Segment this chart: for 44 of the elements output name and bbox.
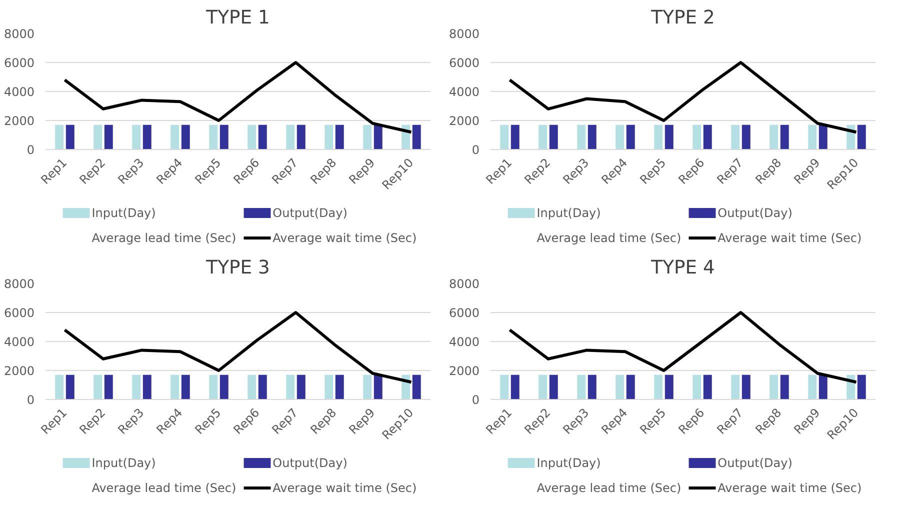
legend-label: Output(Day): [718, 456, 792, 470]
y-tick-label: 2000: [448, 114, 480, 128]
y-tick-label: 4000: [448, 335, 480, 349]
y-tick-label: 8000: [448, 27, 480, 41]
legend-label: Input(Day): [536, 206, 601, 220]
y-tick-label: 4000: [4, 85, 35, 99]
legend-label: Average wait time (Sec): [718, 481, 862, 495]
line-series: [508, 61, 858, 134]
text: Average lead time (Sec): [536, 231, 682, 245]
legend-label: Input(Day): [92, 206, 156, 220]
y-tick-label: 4000: [4, 335, 35, 349]
y-tick-label: 6000: [448, 306, 480, 320]
chart-title: TYPE 3: [205, 258, 270, 278]
legend-label: Output(Day): [272, 456, 348, 470]
y-tick-label: 2000: [448, 364, 480, 378]
legend-label: Average wait time (Sec): [272, 231, 417, 245]
y-tick-label: 8000: [4, 27, 35, 41]
text: Average lead time (Sec): [92, 481, 236, 495]
y-tick-label: 0: [26, 143, 35, 157]
chart-title: TYPE 2: [650, 8, 715, 28]
line-series: [508, 311, 858, 384]
legend-label: Average wait time (Sec): [272, 481, 417, 495]
y-tick-label: 8000: [448, 277, 480, 291]
y-tick-label: 6000: [448, 56, 480, 70]
chart-title: TYPE 1: [205, 8, 270, 28]
legend-label: Output(Day): [272, 206, 348, 220]
legend-label: Output(Day): [718, 206, 792, 220]
y-tick-label: 2000: [4, 364, 35, 378]
legend-label: Input(Day): [92, 456, 156, 470]
y-tick-label: 8000: [4, 277, 35, 291]
y-tick-label: 0: [472, 143, 480, 157]
y-tick-label: 6000: [4, 56, 35, 70]
line-series: [63, 61, 413, 134]
legend-label: Average wait time (Sec): [718, 231, 862, 245]
text: Average lead time (Sec): [536, 481, 682, 495]
y-tick-label: 0: [472, 393, 480, 407]
y-tick-label: 4000: [448, 85, 480, 99]
y-tick-label: 0: [26, 393, 35, 407]
legend-label: Input(Day): [536, 456, 601, 470]
text: Average lead time (Sec): [92, 231, 236, 245]
y-tick-label: 6000: [4, 306, 35, 320]
chart-title: TYPE 4: [650, 258, 715, 278]
y-tick-label: 2000: [4, 114, 35, 128]
line-series: [63, 311, 413, 384]
